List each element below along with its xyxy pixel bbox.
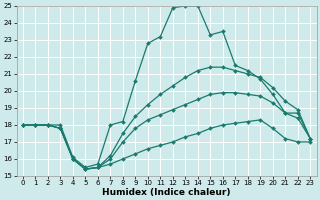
X-axis label: Humidex (Indice chaleur): Humidex (Indice chaleur): [102, 188, 231, 197]
